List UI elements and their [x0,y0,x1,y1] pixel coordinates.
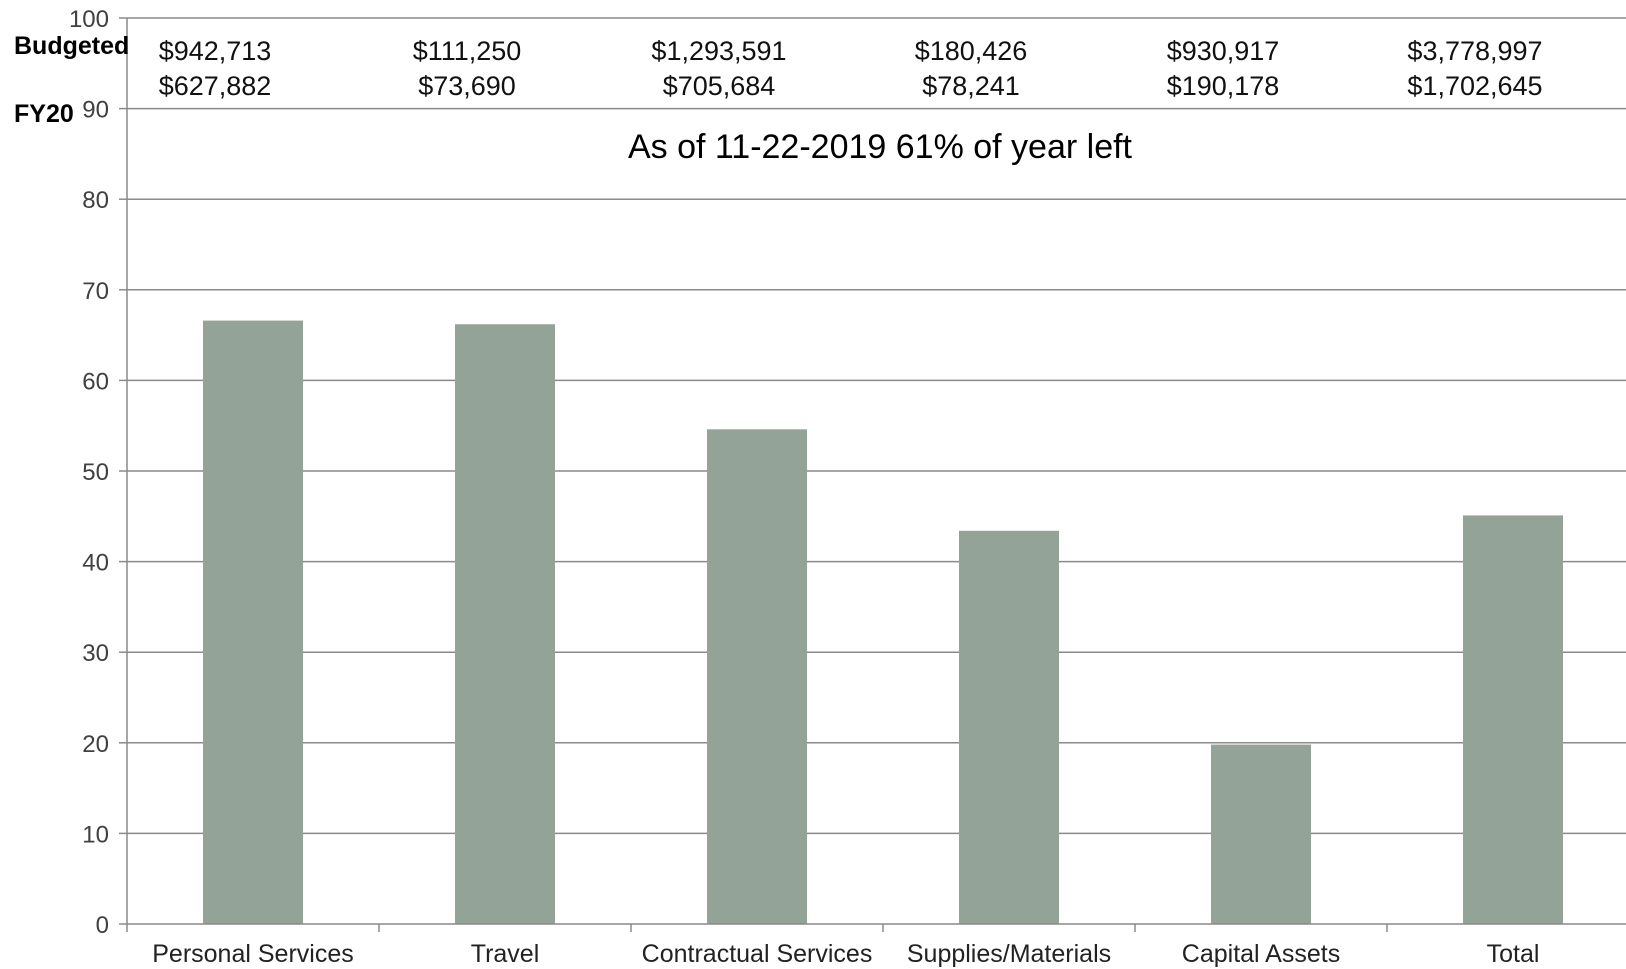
y-tick-label-50: 50 [82,459,109,486]
budgeted-amount-3: $180,426 [915,36,1028,66]
y-tick-label-80: 80 [82,187,109,214]
y-tick-label-90: 90 [82,97,109,124]
bar-personal-services [203,320,303,924]
x-category-label-capital-assets: Capital Assets [1182,940,1340,968]
fy20-amount-0: $627,882 [159,71,272,101]
y-tick-label-70: 70 [82,278,109,305]
y-tick-label-20: 20 [82,731,109,758]
gridlines [127,17,1626,835]
bars [203,320,1563,924]
y-tick-label-60: 60 [82,368,109,395]
fy20-row-label: FY20 [14,100,74,128]
fy20-amount-3: $78,241 [922,71,1020,101]
budgeted-amount-5: $3,778,997 [1407,36,1542,66]
fy20-amount-4: $190,178 [1167,71,1280,101]
y-tick-label-10: 10 [82,821,109,848]
x-category-label-contractual-services: Contractual Services [642,940,873,968]
bar-contractual-services [707,429,807,924]
y-tick-label-30: 30 [82,640,109,667]
y-tick-label-40: 40 [82,550,109,577]
budgeted-amount-0: $942,713 [159,36,272,66]
x-category-label-total: Total [1487,940,1540,968]
y-tick-labels: 0 10 20 30 40 50 60 70 80 90 100 [69,6,109,939]
fy20-amount-5: $1,702,645 [1407,71,1542,101]
x-category-label-supplies-materials: Supplies/Materials [907,940,1111,968]
x-category-label-personal-services: Personal Services [152,940,353,968]
x-category-labels: Personal Services Travel Contractual Servi… [152,940,1539,968]
chart-annotation: As of 11-22-2019 61% of year left [628,128,1133,166]
bar-supplies-materials [959,530,1059,924]
fy20-amount-1: $73,690 [418,71,516,101]
x-category-label-travel: Travel [471,940,540,968]
bar-capital-assets [1211,744,1311,924]
budgeted-amount-4: $930,917 [1167,36,1280,66]
amount-labels: $942,713 $111,250 $1,293,591 $180,426 $930,9… [159,36,1543,101]
y-tick-label-100: 100 [69,6,109,33]
y-tick-label-0: 0 [96,912,109,939]
budgeted-row-label: Budgeted [14,32,129,60]
bar-travel [455,324,555,924]
budgeted-amount-2: $1,293,591 [651,36,786,66]
budgeted-amount-1: $111,250 [413,36,522,66]
fy20-amount-2: $705,684 [663,71,776,101]
bar-total [1463,515,1563,924]
axes [119,17,1626,932]
